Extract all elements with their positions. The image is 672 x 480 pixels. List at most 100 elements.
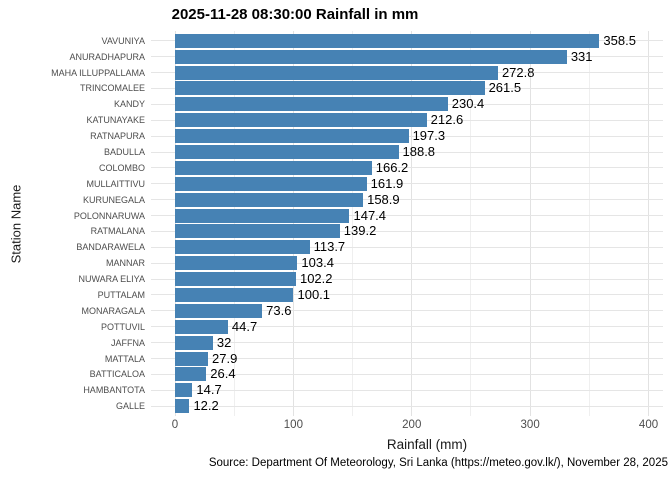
- y-axis-tick-label: MANNAR: [105, 258, 145, 269]
- y-axis-tick-label: BADULLA: [103, 147, 145, 157]
- bar-batticaloa: [175, 367, 207, 382]
- gridline-horizontal: [151, 215, 663, 217]
- x-axis-tick-label: 0: [171, 419, 179, 431]
- y-axis-tick-label: POLONNARUWA: [73, 210, 145, 221]
- bar-nuwara-eliya: [175, 272, 296, 287]
- gridline-vertical-major: [174, 31, 176, 416]
- gridline-vertical-minor: [588, 31, 590, 416]
- x-axis-title: Rainfall (mm): [386, 437, 468, 452]
- bar-value-label: 212.6: [430, 112, 464, 128]
- bar-value-label: 331: [570, 48, 593, 64]
- x-axis-tick-label: 100: [283, 419, 303, 431]
- y-axis-tick-label: PUTTALAM: [97, 289, 145, 300]
- bar-value-label: 261.5: [488, 80, 522, 96]
- bar-value-label: 166.2: [375, 159, 409, 175]
- bar-monaragala: [175, 303, 263, 318]
- bar-hambantota: [175, 383, 193, 398]
- y-axis-tick-label: MULLAITTIVU: [86, 178, 145, 189]
- gridline-vertical-major: [292, 31, 294, 416]
- bar-value-label: 32: [216, 334, 232, 350]
- y-axis-tick-label: COLOMBO: [98, 162, 145, 173]
- bar-mullaittivu: [175, 176, 367, 191]
- bar-value-label: 197.3: [412, 128, 446, 144]
- y-axis-tick-label: JAFFNA: [110, 337, 145, 348]
- y-axis-tick-label: RATNAPURA: [90, 131, 145, 142]
- y-axis-tick-label: KATUNAYAKE: [86, 115, 145, 126]
- bar-value-label: 147.4: [353, 207, 387, 223]
- x-axis-tick-label: 300: [520, 419, 540, 431]
- bar-jaffna: [175, 335, 213, 350]
- bar-value-label: 14.7: [196, 382, 222, 398]
- bar-value-label: 161.9: [370, 175, 404, 191]
- y-axis-tick-label: MONARAGALA: [81, 305, 145, 316]
- bar-value-label: 27.9: [212, 350, 238, 366]
- bar-value-label: 103.4: [301, 255, 334, 271]
- chart-title: 2025-11-28 08:30:00 Rainfall in mm: [171, 6, 419, 23]
- y-axis-tick-label: MAHA ILLUPPALLAMA: [51, 67, 145, 78]
- gridline-horizontal: [151, 167, 663, 169]
- bar-value-label: 139.2: [343, 223, 377, 239]
- bar-maha-illuppallama: [175, 65, 498, 80]
- bar-value-label: 113.7: [313, 239, 346, 255]
- gridline-horizontal: [151, 278, 663, 280]
- gridline-horizontal: [151, 246, 663, 248]
- y-axis-tick-label: RATMALANA: [90, 226, 145, 237]
- y-axis-tick-label: NUWARA ELIYA: [78, 274, 145, 285]
- bar-value-label: 12.2: [193, 398, 219, 414]
- y-axis-tick-label: POTTUVIL: [100, 321, 145, 332]
- bar-value-label: 230.4: [451, 96, 485, 112]
- bar-value-label: 44.7: [231, 318, 258, 334]
- bar-kurunegala: [175, 192, 364, 207]
- bar-katunayake: [175, 113, 427, 128]
- x-axis-tick-labels: 0 100 200 300 400: [151, 419, 663, 435]
- bar-kandy: [175, 97, 448, 112]
- gridline-horizontal: [151, 151, 663, 153]
- y-axis-tick-label: MATTALA: [104, 353, 145, 364]
- bar-value-label: 102.2: [299, 271, 333, 287]
- bar-pottuvil: [175, 319, 228, 334]
- bar-value-label: 26.4: [210, 366, 236, 382]
- y-axis-tick-label: ANURADHAPURA: [69, 51, 145, 62]
- bar-value-label: 188.8: [402, 144, 436, 159]
- gridline-vertical-minor: [470, 31, 472, 416]
- y-axis-tick-label: KANDY: [113, 99, 145, 110]
- gridline-horizontal: [151, 326, 663, 328]
- gridline-horizontal: [151, 230, 663, 232]
- bar-vavuniya: [175, 33, 600, 48]
- y-axis-tick-label: GALLE: [115, 401, 145, 412]
- gridline-horizontal: [151, 358, 663, 360]
- bar-mattala: [175, 351, 209, 366]
- bar-value-label: 358.5: [603, 32, 636, 48]
- gridline-horizontal: [151, 405, 663, 407]
- gridline-horizontal: [151, 199, 663, 201]
- y-axis-tick-label: VAVUNIYA: [101, 35, 145, 46]
- gridline-horizontal: [151, 294, 663, 296]
- bar-value-label: 272.8: [501, 64, 535, 80]
- gridline-vertical-minor: [352, 31, 354, 416]
- bar-anuradhapura: [175, 49, 567, 64]
- y-axis-tick-label: HAMBANTOTA: [83, 385, 145, 396]
- bar-ratmalana: [175, 224, 340, 239]
- x-axis-tick-label: 400: [638, 419, 659, 431]
- gridline-horizontal: [151, 262, 663, 264]
- x-axis-tick-label: 200: [402, 419, 422, 431]
- y-axis-tick-label: BATTICALOA: [89, 369, 145, 380]
- gridline-horizontal: [151, 310, 663, 312]
- plot-panel: 358.5 331 272.8 261.5 230.4 212.6 197.3 188.8 16…: [151, 31, 663, 416]
- source-caption: Source: Department Of Meteorology, Sri L…: [208, 457, 668, 469]
- bar-value-label: 158.9: [367, 191, 400, 207]
- bar-polonnaruwa: [175, 208, 350, 223]
- gridline-vertical-major: [529, 31, 531, 416]
- y-axis-tick-label: KURUNEGALA: [82, 194, 145, 205]
- bar-trincomalee: [175, 81, 485, 96]
- bar-galle: [175, 399, 190, 414]
- bar-ratnapura: [175, 129, 409, 144]
- bar-puttalam: [175, 287, 294, 302]
- y-axis-tick-labels: VAVUNIYA ANURADHAPURA MAHA ILLUPPALLAMA TRI…: [0, 31, 145, 416]
- gridline-horizontal: [151, 389, 663, 391]
- bar-colombo: [175, 160, 372, 175]
- bar-value-label: 73.6: [266, 302, 292, 318]
- gridline-vertical-major: [411, 31, 413, 416]
- y-axis-tick-label: BANDARAWELA: [76, 242, 145, 253]
